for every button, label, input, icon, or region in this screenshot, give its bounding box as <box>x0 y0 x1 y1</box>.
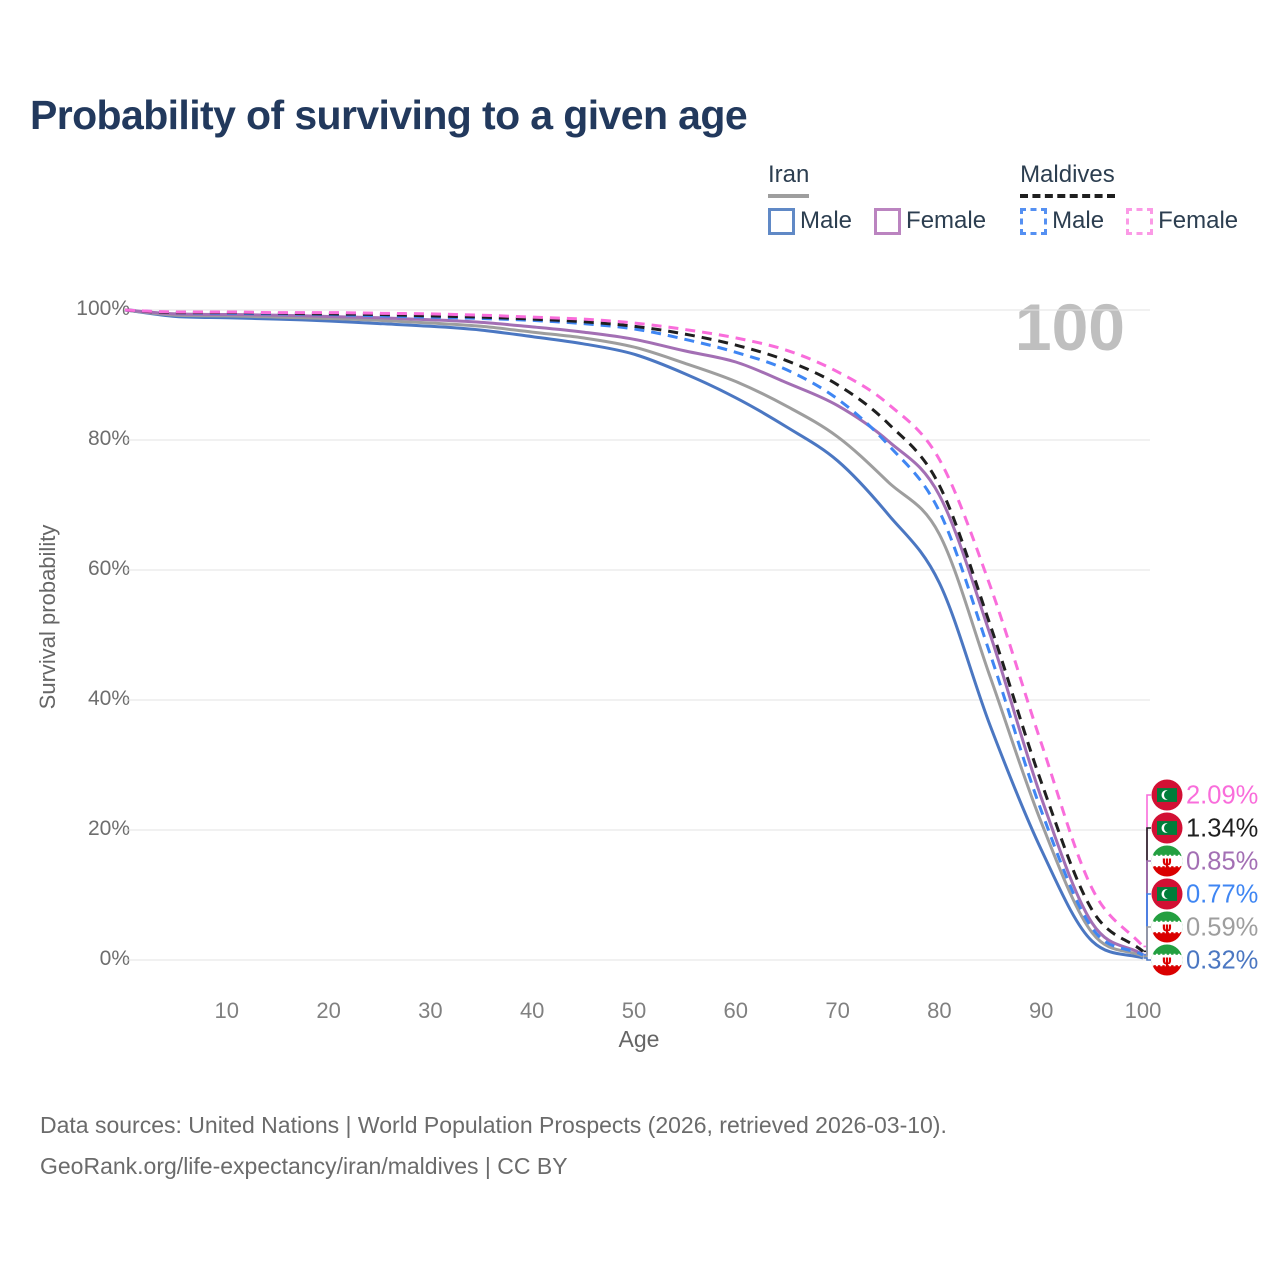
x-tick-label: 80 <box>927 998 952 1023</box>
legend-item-maldives-female[interactable]: Female <box>1126 207 1238 235</box>
end-label-iran-female: 0.85% <box>1186 848 1258 876</box>
x-tick-label: 40 <box>519 998 545 1023</box>
age-counter-watermark: 100 <box>1014 290 1125 364</box>
curve-iran-male[interactable] <box>124 308 1144 960</box>
x-tick-label: 20 <box>316 998 341 1023</box>
svg-text:ψ: ψ <box>1162 953 1172 968</box>
curve-iran-total[interactable] <box>124 308 1144 958</box>
x-tick-label: 10 <box>214 998 240 1023</box>
legend-group-maldives: Maldives Male Female <box>1020 161 1238 235</box>
x-axis-title: Age <box>618 1026 660 1052</box>
y-tick-label: 0% <box>99 947 130 970</box>
y-tick-label: 20% <box>87 817 130 840</box>
y-tick-label: 100% <box>76 297 130 320</box>
maldives-male-line-swatch-icon <box>1020 207 1048 235</box>
legend-item-iran-male[interactable]: Male <box>768 207 852 235</box>
end-label-maldives-male: 0.77% <box>1186 881 1258 909</box>
svg-text:ψ: ψ <box>1162 920 1172 935</box>
iran-female-line-swatch-icon <box>874 207 902 235</box>
maldives-flag-icon <box>1151 779 1183 811</box>
y-tick-label: 60% <box>87 557 130 580</box>
x-tick-label: 30 <box>418 998 443 1023</box>
legend-item-maldives-male[interactable]: Male <box>1020 207 1104 235</box>
footer-url-line: GeoRank.org/life-expectancy/iran/maldive… <box>40 1153 568 1179</box>
y-tick-label: 80% <box>87 427 130 450</box>
iran-flag-icon: ψ <box>1151 845 1183 877</box>
iran-flag-icon: ψ <box>1151 911 1183 943</box>
gridlines <box>125 309 1150 961</box>
page-title: Probability of surviving to a given age <box>30 92 748 138</box>
end-label-connector-iran-male <box>1143 957 1151 961</box>
legend-label-maldives-female: Female <box>1158 207 1239 234</box>
legend-group-iran: Iran Male Female <box>768 161 986 235</box>
x-tick-label: 50 <box>621 998 647 1023</box>
legend: Iran Male Female Maldives Male <box>768 161 1238 235</box>
maldives-female-line-swatch-icon <box>1126 207 1154 235</box>
end-label-connector-iran-total <box>1143 926 1151 957</box>
legend-title-maldives: Maldives <box>1020 161 1115 198</box>
maldives-flag-icon <box>1151 878 1183 910</box>
legend-item-iran-female[interactable]: Female <box>874 207 986 235</box>
iran-male-line-swatch-icon <box>768 207 795 235</box>
end-label-iran-total: 0.59% <box>1186 914 1258 942</box>
end-labels: 2.09% 1.34% ψ 0.85% 0.77% ψ 0.59% ψ 0.32% <box>1143 779 1258 976</box>
footer-source-line: Data sources: United Nations | World Pop… <box>40 1112 947 1138</box>
legend-label-iran-female: Female <box>906 207 987 234</box>
x-tick-label: 100 <box>1124 998 1162 1023</box>
curve-iran-female[interactable] <box>124 308 1144 956</box>
footer: Data sources: United Nations | World Pop… <box>40 1105 947 1187</box>
maldives-flag-icon <box>1151 812 1183 844</box>
legend-label-maldives-male: Male <box>1052 207 1105 234</box>
x-tick-label: 60 <box>723 998 749 1023</box>
x-tick-label: 90 <box>1028 998 1054 1023</box>
end-label-maldives-total: 1.34% <box>1186 815 1258 843</box>
curve-maldives-male[interactable] <box>124 308 1144 957</box>
curve-maldives-female[interactable] <box>124 308 1145 948</box>
x-tick-label: 70 <box>825 998 850 1023</box>
svg-text:ψ: ψ <box>1162 854 1172 869</box>
legend-title-iran: Iran <box>768 161 810 198</box>
survival-curves <box>124 308 1145 960</box>
end-label-maldives-female: 2.09% <box>1186 782 1258 810</box>
iran-flag-icon: ψ <box>1151 944 1183 976</box>
y-tick-label: 40% <box>87 687 130 710</box>
end-label-connector-maldives-male <box>1143 893 1151 956</box>
end-label-iran-male: 0.32% <box>1186 947 1258 975</box>
legend-label-iran-male: Male <box>800 207 853 234</box>
